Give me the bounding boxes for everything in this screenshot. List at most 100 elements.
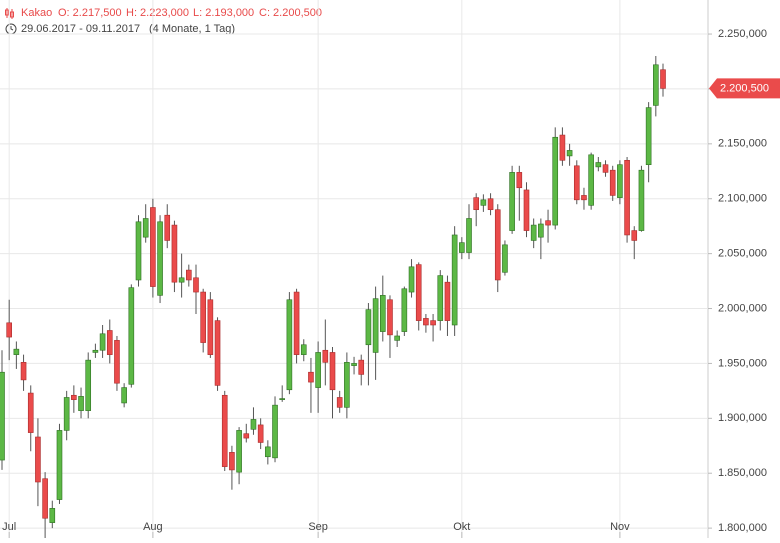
y-tick-label: 2.100,000: [718, 193, 767, 205]
y-tick-label: 1.850,000: [718, 467, 767, 479]
candle-body: [49, 508, 56, 523]
candle-body: [401, 288, 408, 332]
candle-body: [257, 424, 264, 443]
ohlc-close: C: 2.200,500: [259, 7, 322, 19]
candle-body: [645, 107, 652, 165]
title: Kakao: [21, 7, 52, 19]
candle-body: [85, 359, 92, 411]
candle-body: [372, 298, 379, 353]
candle-body: [509, 172, 515, 231]
candle-body: [114, 340, 120, 384]
candle-body: [0, 371, 5, 461]
candle-body: [444, 281, 451, 321]
candle-body: [459, 242, 465, 253]
candle-body: [451, 234, 458, 326]
candle-body: [530, 224, 537, 241]
candle-body: [171, 224, 178, 283]
candle-body: [602, 164, 609, 173]
candle-body: [588, 154, 594, 206]
candle-body: [473, 197, 479, 211]
candle-body: [358, 359, 365, 375]
candle-body: [6, 322, 12, 338]
candle-body: [13, 348, 20, 355]
candle-body: [566, 150, 573, 157]
ohlc-open: O: 2.217,500: [58, 7, 122, 19]
ohlc-high: H: 2.223,000: [126, 7, 189, 19]
candle-body: [56, 430, 63, 500]
candle-body: [293, 291, 300, 355]
candle-body: [480, 199, 487, 206]
candle-body: [351, 363, 357, 366]
candle-body: [581, 195, 587, 201]
candle-body: [502, 244, 508, 273]
candle-body: [243, 433, 250, 439]
x-tick-label: Okt: [453, 521, 470, 533]
candle-body: [329, 352, 336, 391]
candle-body: [42, 478, 48, 519]
candle-body: [322, 349, 329, 363]
price-tag-label: 2.200,500: [720, 82, 769, 94]
candle-body: [135, 221, 142, 281]
candle-body: [559, 134, 566, 161]
x-tick-label: Aug: [143, 521, 163, 533]
candle-body: [538, 223, 544, 238]
ohlc-low: L: 2.193,000: [193, 7, 254, 19]
candle-body: [178, 277, 185, 283]
candle-body: [466, 218, 472, 253]
candle-body: [221, 394, 228, 467]
candle-body: [71, 394, 77, 400]
candle-body: [106, 330, 113, 355]
candle-body: [272, 404, 278, 459]
candle-body: [624, 160, 630, 236]
x-tick-label: Nov: [610, 521, 630, 533]
series-icon: [5, 8, 14, 19]
candle-body: [430, 320, 436, 326]
candle-body: [142, 218, 149, 238]
candle-body: [408, 266, 415, 293]
candle-body: [35, 436, 41, 483]
candle-body: [379, 295, 386, 332]
candle-body: [200, 291, 206, 343]
candle-body: [487, 198, 494, 211]
y-tick-label: 2.050,000: [718, 248, 767, 260]
candle-body: [229, 452, 235, 471]
period: (4 Monate, 1 Tag): [149, 23, 235, 35]
candle-body: [186, 269, 192, 281]
candle-body: [315, 352, 321, 388]
y-tick-label: 2.150,000: [718, 138, 767, 150]
candle-body: [660, 69, 666, 89]
price-tag: [709, 78, 780, 99]
candle-body: [638, 169, 645, 231]
candle-body: [437, 275, 444, 321]
candle-body: [279, 398, 286, 400]
candle-body: [164, 214, 171, 241]
candle-body: [27, 392, 34, 433]
candle-body: [214, 320, 221, 386]
candle-body: [128, 287, 135, 385]
candle-body: [653, 64, 659, 106]
candle-body: [78, 396, 84, 411]
candle-body: [63, 397, 70, 431]
candle-body: [308, 371, 314, 383]
candle-body: [415, 264, 422, 321]
candle-body: [20, 362, 27, 381]
candle-body: [250, 419, 257, 430]
candle-body: [573, 165, 580, 201]
candle-body: [609, 169, 616, 196]
candle-body: [300, 344, 307, 355]
candle-body: [286, 299, 293, 391]
y-tick-label: 1.900,000: [718, 412, 767, 424]
candle-body: [545, 220, 551, 226]
candle-body: [365, 309, 372, 346]
candle-body: [494, 209, 501, 281]
x-tick-label: Sep: [308, 521, 328, 533]
candle-body: [157, 221, 163, 296]
y-tick-label: 2.000,000: [718, 302, 767, 314]
candle-body: [595, 162, 602, 168]
candle-body: [387, 299, 393, 336]
y-tick-label: 1.950,000: [718, 357, 767, 369]
candle-body: [121, 387, 127, 404]
candle-body: [99, 333, 106, 351]
